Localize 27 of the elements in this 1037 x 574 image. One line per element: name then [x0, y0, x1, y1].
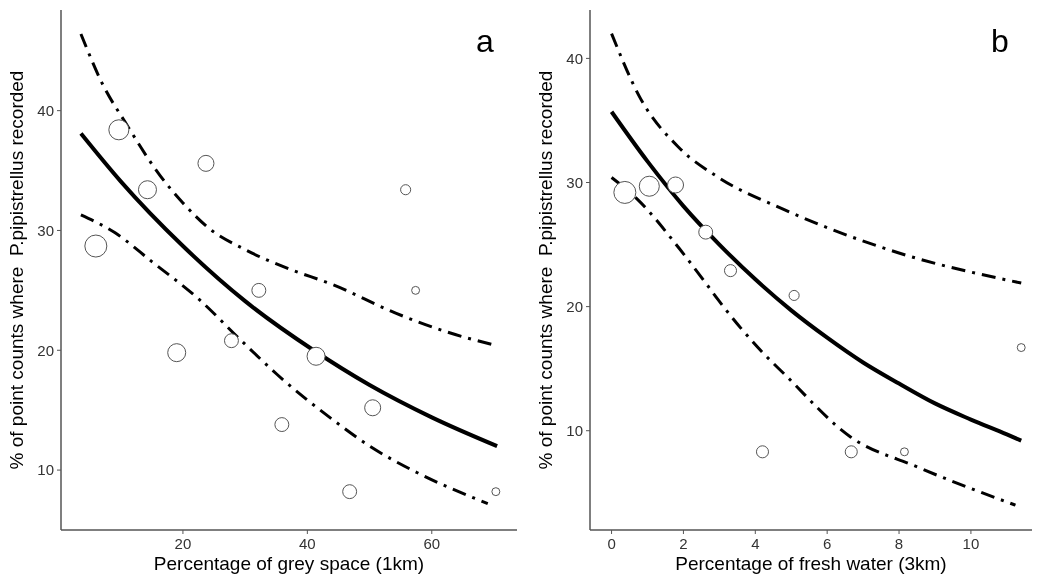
y-tick-label: 40 — [37, 101, 54, 119]
x-axis-title: Percentage of grey space (1km) — [153, 553, 425, 574]
line-series — [78, 131, 500, 449]
x-tick-label: 8 — [894, 535, 904, 552]
y-tick-label: 30 — [566, 173, 583, 191]
x-tick-label: 20 — [174, 535, 192, 552]
chart-title: a — [476, 23, 495, 59]
line-series — [609, 109, 1024, 443]
y-tick-label: 30 — [37, 221, 54, 239]
y-axis-title: % of point counts where P.pipistrellus recorded — [535, 70, 556, 470]
x-axis-title: Percentage of fresh water (3km) — [675, 553, 947, 574]
line-series — [610, 176, 1017, 507]
y-tick-label: 40 — [566, 49, 583, 67]
x-tick-label: 10 — [962, 535, 980, 552]
y-tick-label: 20 — [37, 341, 54, 359]
y-tick-label: 10 — [37, 461, 54, 479]
line-series — [79, 213, 490, 506]
y-tick-label: 10 — [566, 421, 583, 439]
x-tick-label: 60 — [423, 535, 441, 552]
y-axis-title: % of point counts where P.pipistrellus recorded — [6, 70, 27, 470]
x-tick-label: 40 — [299, 535, 316, 552]
x-tick-label: 6 — [823, 535, 832, 552]
y-tick-label: 20 — [566, 297, 583, 315]
x-tick-label: 2 — [679, 535, 688, 552]
chart-title: b — [991, 23, 1009, 59]
x-tick-label: 0 — [607, 535, 616, 552]
x-tick-label: 4 — [751, 535, 760, 552]
